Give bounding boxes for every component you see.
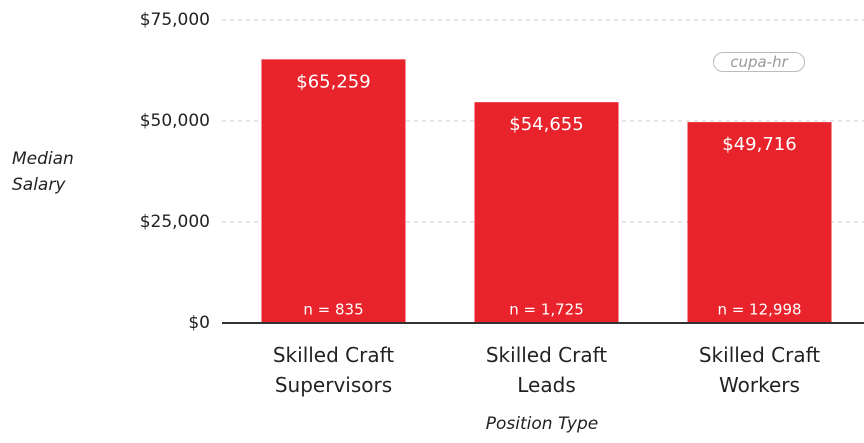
n-label: n = 1,725 (509, 301, 584, 319)
bar (474, 102, 619, 323)
y-tick-label: $50,000 (140, 111, 210, 131)
value-label: $54,655 (509, 114, 583, 135)
n-label: n = 12,998 (717, 301, 801, 319)
x-tick-label: Skilled Craft Workers (698, 343, 821, 397)
value-label: $65,259 (296, 71, 370, 92)
value-label: $49,716 (722, 134, 796, 155)
n-label: n = 835 (303, 301, 363, 319)
bar (687, 122, 832, 323)
x-tick-label: Skilled Craft Leads (485, 343, 608, 397)
x-axis-label: Position Type (485, 414, 599, 434)
logo: cupa-hr (713, 52, 805, 72)
y-axis-label: Median Salary (12, 149, 74, 195)
y-tick-label: $0 (188, 313, 210, 333)
y-tick-label: $25,000 (140, 212, 210, 232)
bar (261, 59, 406, 324)
y-tick-label: $75,000 (140, 10, 210, 30)
x-tick-label: Skilled Craft Supervisors (272, 343, 395, 397)
